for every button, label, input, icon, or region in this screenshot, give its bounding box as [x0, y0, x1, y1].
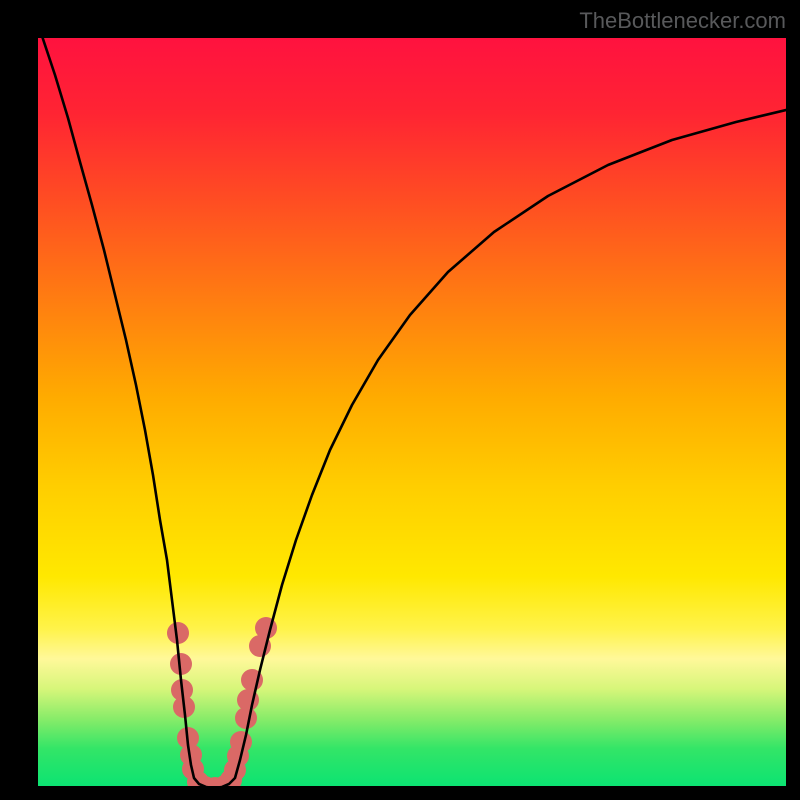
plot-area	[38, 38, 786, 786]
curve-layer	[38, 38, 786, 786]
watermark-text: TheBottlenecker.com	[579, 8, 786, 34]
bottleneck-curve	[42, 38, 786, 786]
data-marker	[230, 731, 252, 753]
